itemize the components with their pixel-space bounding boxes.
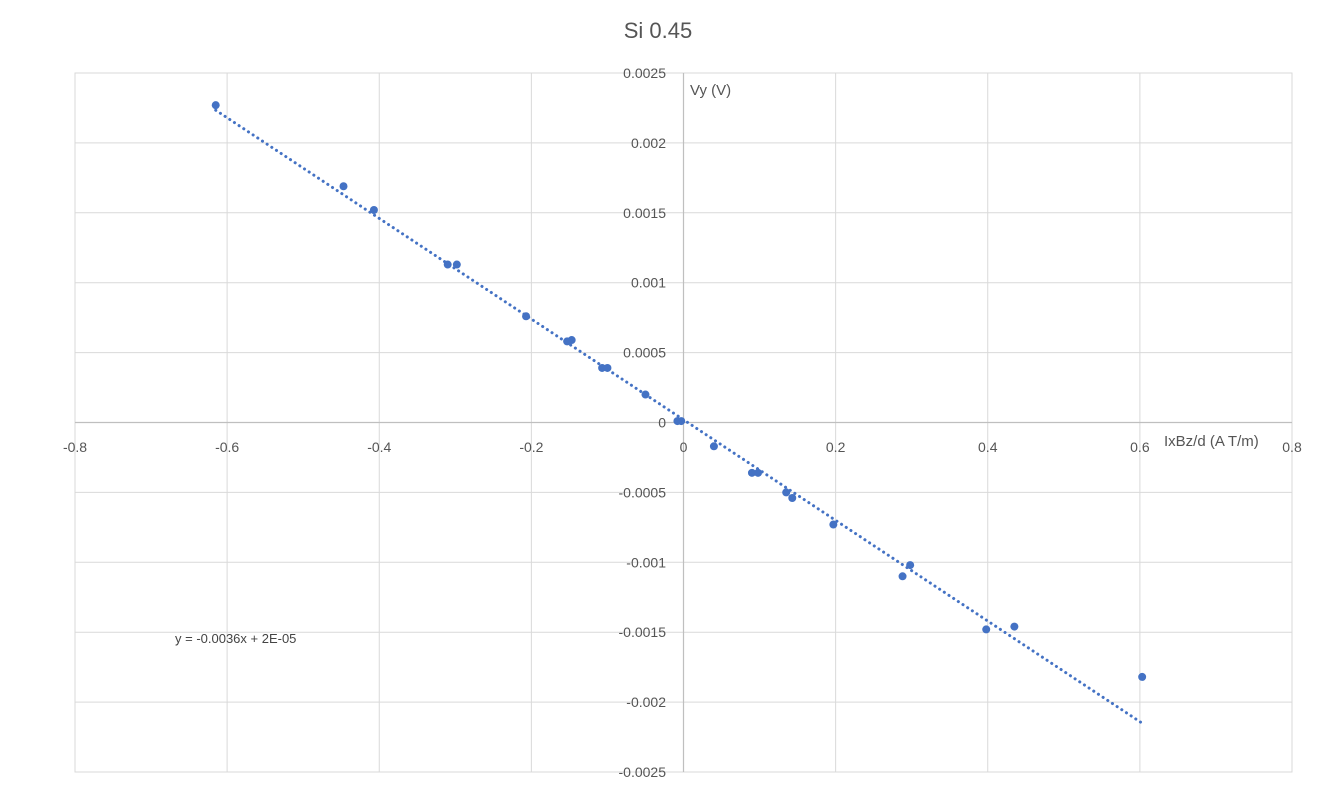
data-point bbox=[603, 363, 612, 372]
data-point bbox=[567, 336, 576, 345]
x-tick-label: 0.8 bbox=[1282, 439, 1302, 455]
x-tick-label: -0.8 bbox=[63, 439, 87, 455]
y-tick-label: 0.0005 bbox=[623, 345, 666, 361]
data-point bbox=[906, 561, 915, 570]
y-tick-label: -0.002 bbox=[626, 694, 666, 710]
data-point bbox=[898, 572, 907, 581]
data-point bbox=[754, 468, 763, 477]
data-point bbox=[709, 442, 718, 451]
x-tick-label: -0.4 bbox=[367, 439, 391, 455]
y-tick-label: 0.0015 bbox=[623, 205, 666, 221]
chart-title: Si 0.45 bbox=[624, 18, 693, 43]
x-tick-label: 0.2 bbox=[826, 439, 846, 455]
x-tick-label: 0.4 bbox=[978, 439, 998, 455]
data-point bbox=[339, 182, 348, 191]
data-point bbox=[677, 417, 686, 426]
data-point bbox=[452, 260, 461, 269]
trendline-equation: y = -0.0036x + 2E-05 bbox=[175, 631, 296, 646]
y-tick-label: 0.002 bbox=[631, 135, 666, 151]
x-tick-label: 0 bbox=[680, 439, 688, 455]
data-point bbox=[1138, 672, 1147, 681]
data-points bbox=[211, 101, 1147, 681]
trendline bbox=[214, 108, 1144, 725]
data-point bbox=[211, 101, 220, 110]
x-tick-label: -0.6 bbox=[215, 439, 239, 455]
y-tick-label: -0.001 bbox=[626, 554, 666, 570]
data-point bbox=[788, 493, 797, 502]
data-point bbox=[641, 390, 650, 399]
y-tick-label: 0 bbox=[658, 415, 666, 431]
y-tick-label: 0.0025 bbox=[623, 65, 666, 81]
x-tick-label: -0.2 bbox=[519, 439, 543, 455]
y-axis-label: Vy (V) bbox=[690, 82, 731, 99]
data-point bbox=[369, 206, 378, 215]
data-point bbox=[443, 260, 452, 269]
y-tick-label: -0.0015 bbox=[619, 624, 667, 640]
x-tick-label: 0.6 bbox=[1130, 439, 1150, 455]
data-point bbox=[982, 625, 991, 634]
y-tick-label: -0.0005 bbox=[619, 484, 667, 500]
data-point bbox=[747, 468, 756, 477]
x-axis-label: IxBz/d (A T/m) bbox=[1164, 433, 1259, 450]
data-point bbox=[782, 488, 791, 497]
y-tick-label: -0.0025 bbox=[619, 764, 667, 780]
tick-labels: -0.8 -0.6 -0.4 -0.2 0 0.2 0.4 0.6 0.8 0.0025 0.002… bbox=[63, 65, 1302, 780]
data-point bbox=[522, 312, 531, 321]
data-point bbox=[1010, 622, 1019, 631]
trendline-path bbox=[214, 108, 1144, 725]
y-tick-label: 0.001 bbox=[631, 275, 666, 291]
data-point bbox=[829, 520, 838, 529]
